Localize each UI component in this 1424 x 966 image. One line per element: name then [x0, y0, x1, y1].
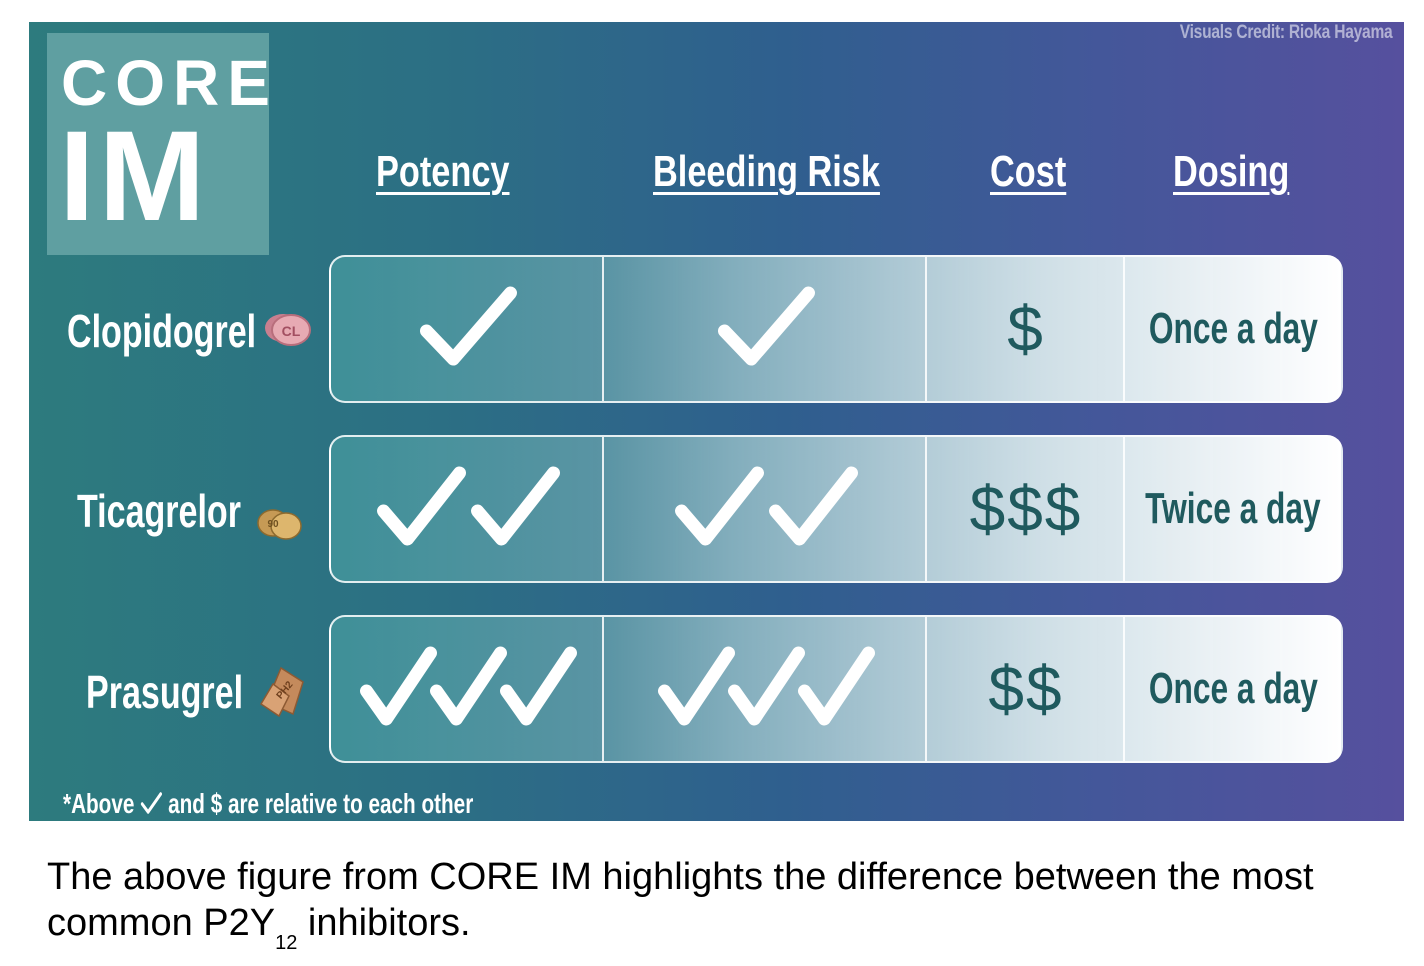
- pill-icon-prasugrel: PH2: [259, 666, 304, 718]
- potency-checks: [360, 646, 577, 726]
- cell-potency: [331, 617, 604, 761]
- caption-subscript: 12: [275, 932, 298, 954]
- caption-text-end: inhibitors.: [297, 902, 471, 944]
- checkmark-icon: [658, 646, 735, 726]
- dosing-value: Twice a day: [1145, 484, 1321, 533]
- cell-bleeding-risk: [604, 437, 927, 581]
- table-row-clopidogrel: $ Once a day: [329, 255, 1343, 403]
- cell-cost: [927, 257, 1125, 401]
- cell-bleeding-risk: [604, 257, 927, 401]
- table-row-prasugrel: $$ Once a day: [329, 615, 1343, 763]
- footnote-text-end: and $ are relative to each other: [162, 788, 474, 819]
- checkmark-icon: [360, 646, 437, 726]
- potency-checks: [420, 286, 517, 366]
- checkmark-icon: [471, 466, 560, 546]
- column-header-bleeding-risk: Bleeding Risk: [653, 147, 880, 196]
- column-header-dosing: Dosing: [1173, 147, 1290, 196]
- drug-name-clopidogrel: Clopidogrel: [67, 305, 257, 357]
- cell-potency: [331, 437, 604, 581]
- bleeding-risk-checks: [718, 286, 815, 366]
- logo-core-text: CORE: [61, 47, 278, 119]
- bleeding-risk-checks: [675, 466, 858, 546]
- footnote: *Above and $ are relative to each other: [63, 788, 473, 820]
- checkmark-icon: [728, 646, 805, 726]
- cell-cost: [927, 437, 1125, 581]
- visual-credit: Visuals Credit: Rioka Hayama: [1179, 22, 1392, 43]
- checkmark-icon: [675, 466, 764, 546]
- core-im-logo: CORE IM: [47, 33, 270, 255]
- checkmark-icon: [769, 466, 858, 546]
- cost-value: $: [1007, 293, 1045, 365]
- caption-text-start: The above figure from CORE IM highlights…: [47, 856, 1314, 944]
- footnote-text-start: *Above: [63, 788, 141, 819]
- pill-label: 90: [267, 519, 279, 530]
- checkmark-icon: [718, 286, 815, 366]
- checkmark-icon: [500, 646, 577, 726]
- column-header-cost: Cost: [990, 147, 1067, 196]
- pill-icon-clopidogrel: CL: [265, 314, 311, 346]
- drug-name-prasugrel: Prasugrel: [86, 666, 244, 718]
- checkmark-icon: [377, 466, 466, 546]
- pill-icon-ticagrelor: 90: [257, 509, 302, 540]
- dosing-value: Once a day: [1148, 664, 1318, 713]
- cell-bleeding-risk: [604, 617, 927, 761]
- dosing-value: Once a day: [1148, 304, 1318, 353]
- logo-im-text: IM: [59, 105, 210, 248]
- cost-value: $$: [988, 653, 1064, 725]
- drug-name-ticagrelor: Ticagrelor: [77, 485, 241, 537]
- table-row-ticagrelor: $$$ Twice a day: [329, 435, 1343, 583]
- checkmark-icon: [430, 646, 507, 726]
- cell-cost: [927, 617, 1125, 761]
- column-header-potency: Potency: [376, 147, 510, 196]
- potency-checks: [377, 466, 560, 546]
- pill-label: CL: [282, 323, 301, 339]
- cost-value: $$$: [969, 473, 1083, 545]
- figure-caption: The above figure from CORE IM highlights…: [47, 854, 1387, 966]
- checkmark-icon: [141, 792, 163, 814]
- checkmark-icon: [420, 286, 517, 366]
- checkmark-icon: [798, 646, 875, 726]
- bleeding-risk-checks: [658, 646, 875, 726]
- infographic-banner: Visuals Credit: Rioka Hayama CORE IM Pot…: [29, 22, 1404, 821]
- cell-potency: [331, 257, 604, 401]
